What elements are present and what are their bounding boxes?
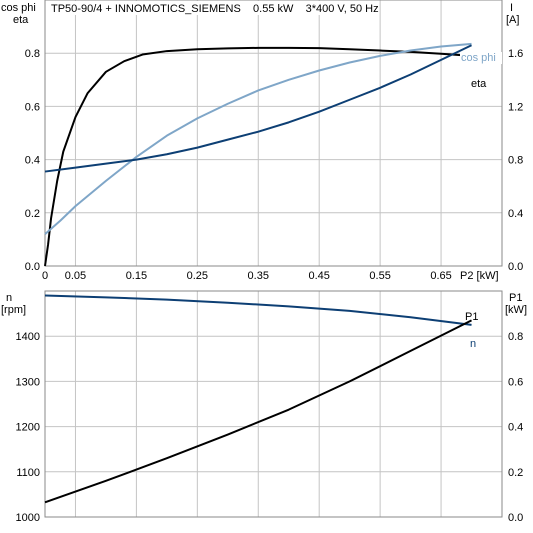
bottom-left-axis-label-2: [rpm] bbox=[1, 304, 26, 316]
bottom-right-tick-label: 0.4 bbox=[508, 422, 523, 434]
p1-curve bbox=[44, 319, 472, 504]
bottom-chart-series bbox=[44, 294, 472, 504]
chart-title: TP50-90/4 + INNOMOTICS_SIEMENS 0.55 kW 3… bbox=[51, 3, 379, 15]
x-tick-label: 0.45 bbox=[308, 270, 329, 282]
top-chart-ticks: 0 0.05 0.15 0.25 0.35 0.45 0.55 0.65 0.0 0.2 0.4 0.… bbox=[25, 48, 524, 282]
cos-phi-series-label: cos phi bbox=[461, 52, 496, 64]
top-right-tick-label: 0.4 bbox=[508, 208, 523, 220]
bottom-right-tick-label: 0.6 bbox=[508, 376, 523, 388]
x-tick-label: 0.55 bbox=[369, 270, 390, 282]
i-curve bbox=[44, 44, 472, 173]
top-right-axis-label-2: [A] bbox=[506, 14, 519, 26]
bottom-left-tick-label: 1200 bbox=[16, 422, 40, 434]
top-left-tick-label: 0.6 bbox=[25, 101, 40, 113]
x-tick-label: 0.15 bbox=[126, 270, 147, 282]
top-chart-grid bbox=[45, 0, 502, 266]
bottom-right-axis-label-1: P1 bbox=[509, 292, 522, 304]
cos-phi-label-background bbox=[460, 52, 502, 64]
bottom-left-tick-label: 1400 bbox=[16, 331, 40, 343]
bottom-left-tick-label: 1000 bbox=[16, 512, 40, 524]
n-series-label: n bbox=[470, 338, 476, 350]
bottom-chart-frame bbox=[44, 290, 503, 518]
top-right-tick-label: 1.6 bbox=[508, 48, 523, 60]
bottom-left-tick-label: 1100 bbox=[16, 467, 40, 479]
top-left-axis-label-2: eta bbox=[13, 14, 29, 26]
x-tick-label: 0.05 bbox=[65, 270, 86, 282]
x-tick-label: 0.25 bbox=[187, 270, 208, 282]
x-tick-label: 0.65 bbox=[430, 270, 451, 282]
n-curve bbox=[44, 294, 472, 326]
bottom-chart-ticks: 1000 1100 1200 1300 1400 0.0 0.2 0.4 0.6 0.8 bbox=[16, 331, 524, 524]
top-right-tick-label: 1.2 bbox=[508, 101, 523, 113]
top-left-tick-label: 0.2 bbox=[25, 208, 40, 220]
bottom-right-tick-label: 0.8 bbox=[508, 331, 523, 343]
top-left-axis-label-1: cos phi bbox=[1, 2, 36, 14]
bottom-left-axis-label-1: n bbox=[6, 292, 12, 304]
bottom-left-tick-label: 1300 bbox=[16, 376, 40, 388]
title-box-background bbox=[48, 1, 378, 15]
eta-series-label: eta bbox=[471, 78, 487, 90]
top-left-tick-label: 0.8 bbox=[25, 48, 40, 60]
top-left-tick-label: 0.0 bbox=[25, 261, 40, 273]
top-right-axis-label-1: I bbox=[510, 2, 513, 14]
top-chart-series bbox=[44, 42, 472, 267]
x-axis-label: P2 [kW] bbox=[460, 270, 499, 282]
x-tick-label: 0.35 bbox=[248, 270, 269, 282]
x-tick-label: 0 bbox=[42, 270, 48, 282]
top-chart-frame bbox=[44, 0, 503, 267]
top-right-tick-label: 0.8 bbox=[508, 155, 523, 167]
bottom-right-tick-label: 0.0 bbox=[508, 512, 523, 524]
top-left-tick-label: 0.4 bbox=[25, 155, 40, 167]
p1-series-label: P1 bbox=[465, 311, 478, 323]
bottom-right-axis-label-2: [kW] bbox=[505, 304, 527, 316]
bottom-chart-grid bbox=[45, 291, 502, 517]
top-right-tick-label: 0.0 bbox=[508, 261, 523, 273]
top-chart: 0 0.05 0.15 0.25 0.35 0.45 0.55 0.65 0.0 0.2 0.4 0.… bbox=[1, 0, 523, 282]
bottom-right-tick-label: 0.2 bbox=[508, 467, 523, 479]
bottom-chart: 1000 1100 1200 1300 1400 0.0 0.2 0.4 0.6 0.8 n [r… bbox=[1, 290, 527, 524]
cos-phi-curve bbox=[44, 42, 472, 235]
eta-curve bbox=[44, 46, 472, 267]
